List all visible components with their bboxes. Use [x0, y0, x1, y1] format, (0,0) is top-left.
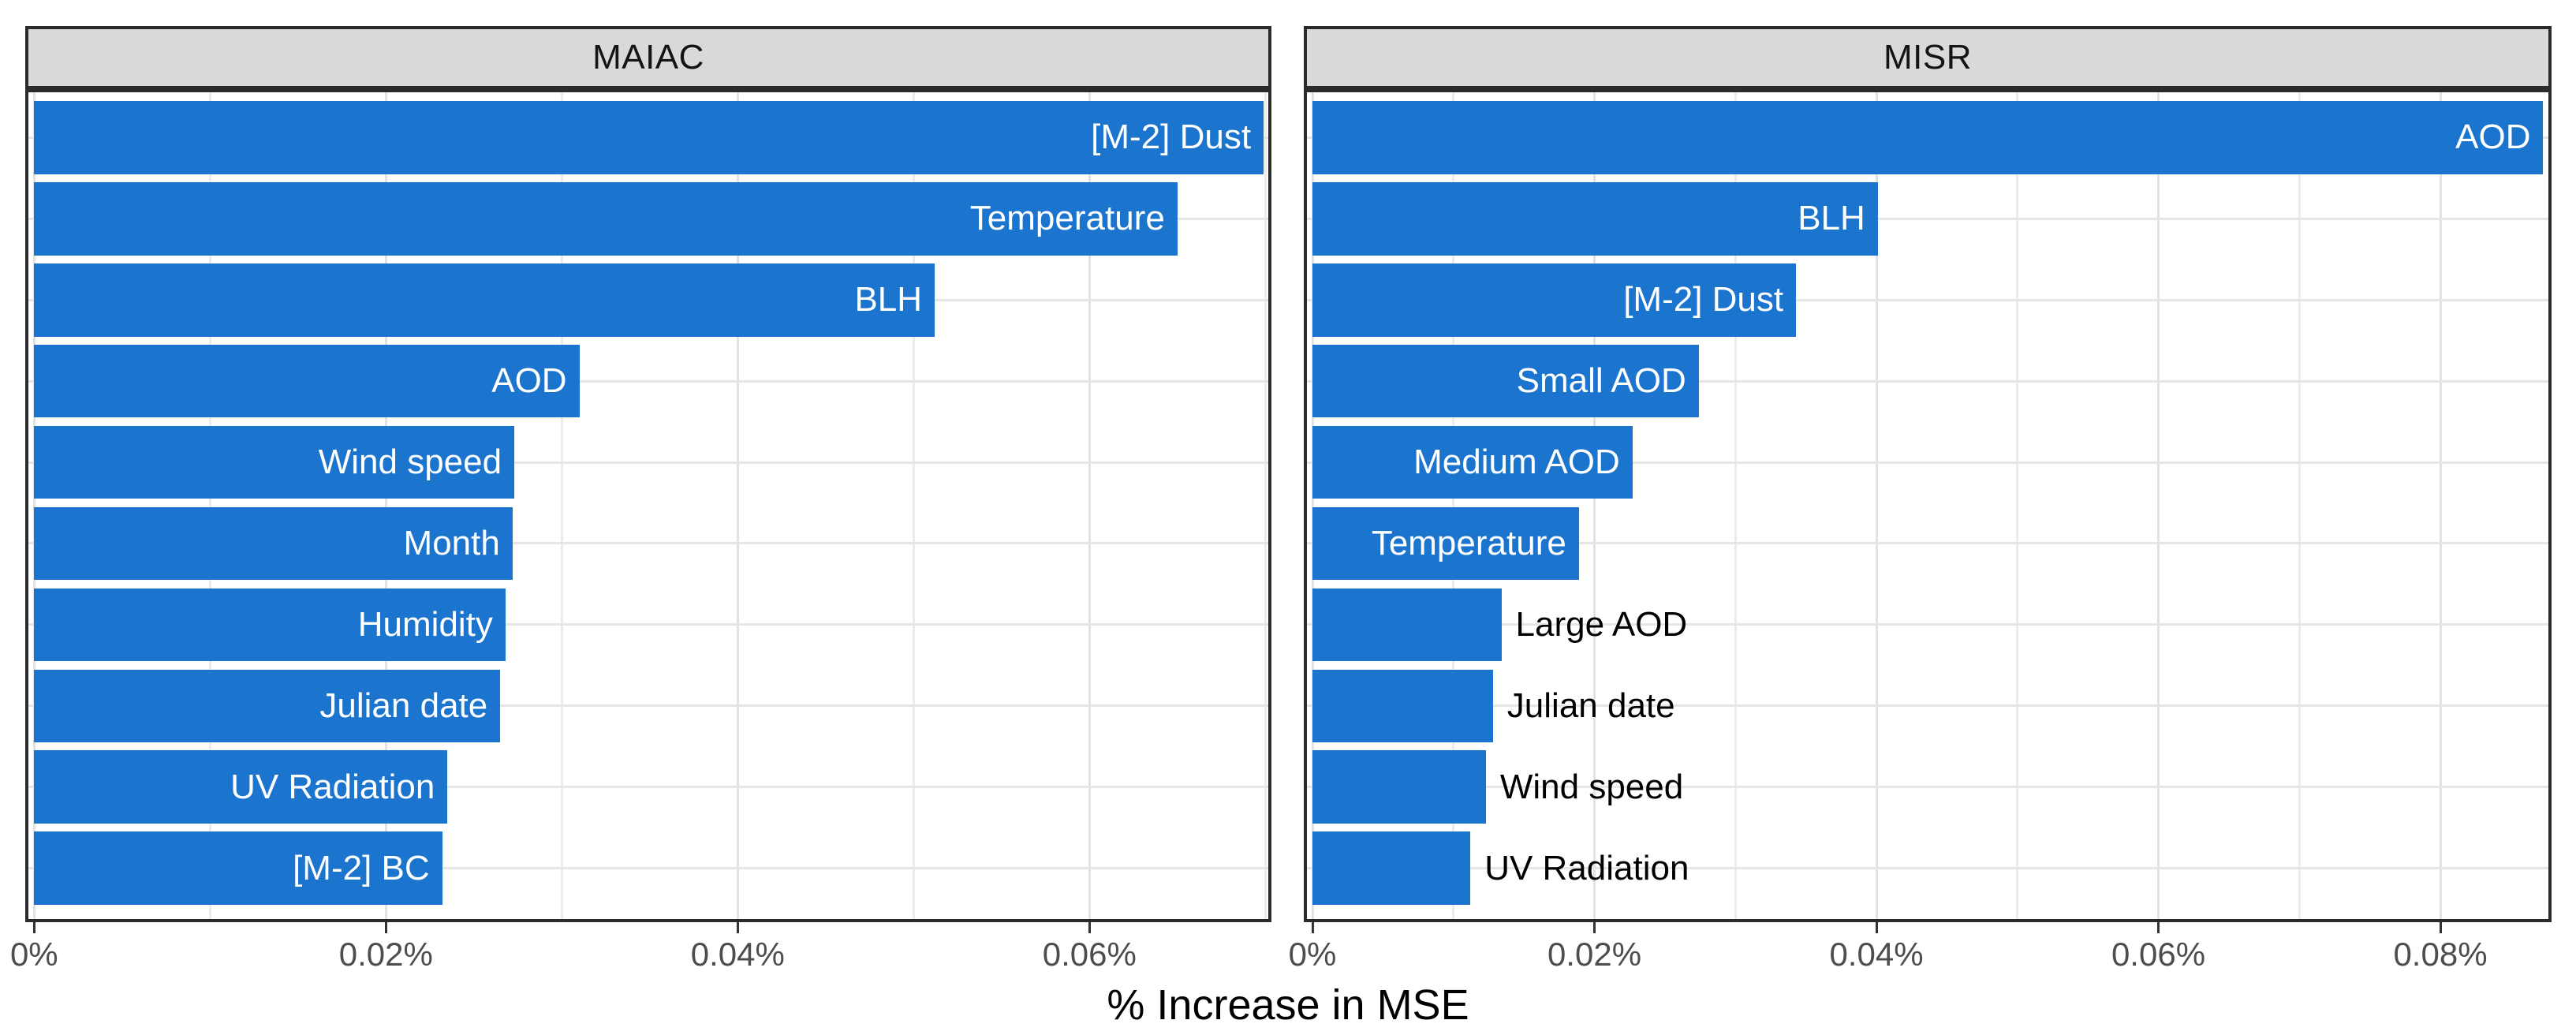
bar-label: Small AOD [1516, 361, 1686, 401]
gridline-row [25, 379, 1271, 383]
bar-misr-1: AOD [1312, 101, 2544, 174]
bar-label: Julian date [1506, 686, 1675, 725]
bar-label: Wind speed [318, 443, 502, 482]
x-tick-label: 0.04% [690, 936, 785, 973]
gridline-row [1304, 379, 2552, 383]
gridline-row [1304, 217, 2552, 220]
x-tick-mark [2157, 922, 2160, 933]
bar-label: Temperature [1371, 523, 1566, 562]
gridline-minor [2016, 89, 2019, 922]
x-tick-label: 0.08% [2393, 936, 2488, 973]
bar-maiac-6: Month [34, 506, 513, 581]
bar-label: [M-2] Dust [1623, 280, 1784, 319]
bar-label: Medium AOD [1413, 443, 1620, 482]
bar-maiac-1: [M-2] Dust [34, 101, 1264, 174]
bar-misr-3: [M-2] Dust [1312, 263, 1797, 337]
gridline-minor [912, 89, 915, 922]
gridline-row [1304, 298, 2552, 301]
bar-label: AOD [491, 361, 567, 401]
bar-label: [M-2] Dust [1091, 118, 1252, 157]
gridline-row [1304, 704, 2552, 708]
x-tick-mark [384, 922, 387, 933]
x-tick-label: 0% [1288, 936, 1337, 973]
gridline-row [1304, 786, 2552, 789]
bar-maiac-2: Temperature [34, 182, 1178, 256]
bar-label: BLH [854, 280, 923, 319]
gridline-minor [2298, 89, 2301, 922]
gridline-row [25, 786, 1271, 789]
gridline-row [25, 867, 1271, 870]
gridline-minor [1734, 89, 1737, 922]
facet-panel-maiac: [M-2] Dust Temperature BLH AOD Wind speed Mon… [25, 89, 1271, 922]
bar-label: Julian date [319, 686, 488, 725]
gridline-major [736, 89, 739, 922]
gridline-major [1875, 89, 1878, 922]
x-tick-label: 0.04% [1829, 936, 1924, 973]
x-tick-label: 0.06% [1042, 936, 1137, 973]
bar-misr-5: Medium AOD [1312, 425, 1633, 499]
bar-misr-2: BLH [1312, 182, 1878, 256]
x-axis-title: % Increase in MSE [1107, 981, 1469, 1029]
x-tick-mark [2439, 922, 2442, 933]
x-tick-mark [1593, 922, 1596, 933]
bar-maiac-9: UV Radiation [34, 750, 448, 824]
gridline-row [1304, 623, 2552, 626]
bar-misr-7 [1312, 588, 1502, 662]
gridline-major [1088, 89, 1091, 922]
gridline-major [2439, 89, 2442, 922]
bar-maiac-8: Julian date [34, 669, 501, 742]
x-tick-label: 0.02% [338, 936, 433, 973]
facet-title-misr: MISR [1883, 38, 1972, 77]
bar-label: Wind speed [1499, 767, 1684, 806]
bar-misr-9 [1312, 750, 1486, 824]
bar-label: Large AOD [1515, 604, 1688, 644]
x-tick-mark [1088, 922, 1091, 933]
facet-strip-misr: MISR [1304, 26, 2552, 89]
bar-maiac-3: BLH [34, 263, 935, 337]
gridline-row [1304, 461, 2552, 464]
bar-label: AOD [2455, 118, 2531, 157]
bar-misr-4: Small AOD [1312, 344, 1699, 418]
x-tick-label: 0% [9, 936, 58, 973]
gridline-major [2157, 89, 2160, 922]
bar-label: BLH [1798, 199, 1865, 238]
bar-label: Month [403, 523, 500, 562]
x-tick-label: 0.02% [1547, 936, 1642, 973]
gridline-row [25, 704, 1271, 708]
x-tick-mark [736, 922, 739, 933]
bar-misr-8 [1312, 669, 1493, 742]
gridline-row [25, 542, 1271, 545]
bar-maiac-5: Wind speed [34, 425, 515, 499]
bar-maiac-4: AOD [34, 344, 580, 418]
gridline-row [1304, 867, 2552, 870]
x-tick-mark [1875, 922, 1878, 933]
gridline-minor [208, 89, 211, 922]
x-tick-mark [32, 922, 35, 933]
gridline-row [25, 461, 1271, 464]
bar-misr-6: Temperature [1312, 506, 1579, 581]
bar-label: Temperature [969, 199, 1165, 238]
gridline-major [384, 89, 387, 922]
gridline-minor [1264, 89, 1267, 922]
bar-maiac-10: [M-2] BC [34, 831, 442, 905]
gridline-major [32, 89, 35, 922]
x-tick-mark [1311, 922, 1314, 933]
bar-label: Humidity [357, 604, 493, 644]
bar-misr-10 [1312, 831, 1471, 905]
facet-strip-maiac: MAIAC [25, 26, 1271, 89]
gridline-major [1593, 89, 1596, 922]
gridline-minor [1452, 89, 1455, 922]
gridline-row [25, 623, 1271, 626]
gridline-minor [560, 89, 563, 922]
gridline-major [1311, 89, 1314, 922]
gridline-row [1304, 542, 2552, 545]
bar-maiac-7: Humidity [34, 588, 506, 662]
bar-label: UV Radiation [1484, 848, 1689, 887]
x-tick-label: 0.06% [2111, 936, 2206, 973]
facet-title-maiac: MAIAC [592, 38, 704, 77]
bar-label: UV Radiation [230, 767, 435, 806]
bar-label: [M-2] BC [293, 848, 430, 887]
facet-panel-misr: AOD BLH [M-2] Dust Small AOD Medium AOD Tempe… [1304, 89, 2552, 922]
